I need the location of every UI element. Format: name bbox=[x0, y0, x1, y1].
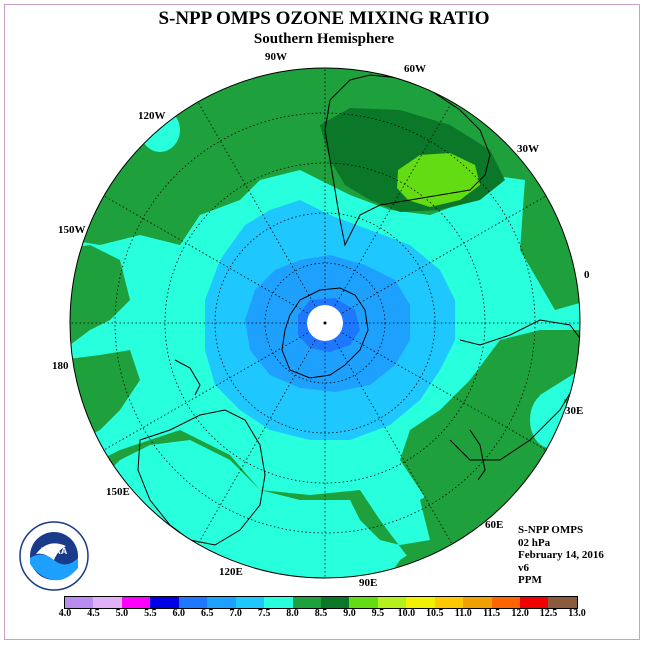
colorbar-tick-0: 4.0 bbox=[58, 608, 72, 619]
new-zealand-coast bbox=[174, 359, 201, 396]
colorbar-tick-4: 6.0 bbox=[172, 608, 186, 619]
pole-point bbox=[323, 321, 327, 325]
colorbar-tick-8: 8.0 bbox=[286, 608, 299, 619]
antarctica-coast bbox=[281, 287, 369, 379]
colorbar-tick-2: 5.0 bbox=[115, 608, 129, 619]
info-version: v6 bbox=[518, 561, 529, 574]
colorbar-swatch-2 bbox=[121, 597, 151, 608]
lon-label-90e: 90E bbox=[359, 577, 377, 589]
region-9.0-9.5 bbox=[397, 153, 480, 207]
colorbar-swatch-3 bbox=[150, 597, 179, 608]
region-8.0-8.5-north bbox=[70, 68, 580, 310]
map-subtitle: Southern Hemisphere bbox=[253, 31, 395, 47]
colorbar-swatch-17 bbox=[548, 597, 577, 608]
info-instrument: S-NPP OMPS bbox=[518, 524, 584, 536]
colorbar-swatch-12 bbox=[406, 597, 435, 608]
south-america-coast bbox=[324, 74, 491, 247]
map-boundary bbox=[69, 67, 581, 579]
colorbar-tick-6: 7.0 bbox=[229, 608, 242, 619]
colorbar-tick-10: 9.0 bbox=[343, 608, 356, 619]
colorbar-swatch-1 bbox=[93, 597, 122, 608]
noaa-logo: NOAA bbox=[19, 521, 89, 591]
lon-label-60e: 60E bbox=[485, 519, 503, 531]
madagascar-coast bbox=[469, 429, 486, 481]
colorbar-tick-12: 10.0 bbox=[397, 608, 416, 619]
colorbar-swatch-5 bbox=[207, 597, 236, 608]
colorbar-tick-13: 10.5 bbox=[426, 608, 444, 619]
africa-coast bbox=[449, 319, 580, 461]
region-8.0-8.5-west bbox=[70, 245, 130, 345]
colorbar-tick-5: 6.5 bbox=[200, 608, 214, 619]
lon-label-150e: 150E bbox=[106, 486, 130, 498]
product-info: S-NPP OMPS 02 hPa February 14, 2016 v6 P… bbox=[518, 524, 604, 587]
lon-label-180: 180 bbox=[52, 360, 69, 372]
colorbar-swatch-8 bbox=[292, 597, 321, 608]
info-units: PPM bbox=[518, 574, 542, 586]
colorbar-tick-14: 11.0 bbox=[454, 608, 472, 619]
colorbar-swatch-15 bbox=[491, 597, 520, 608]
colorbar-ticks: 4.0 4.5 5.0 5.5 6.0 6.5 7.0 7.5 8.0 8.5 9.0 9.5 10.0… bbox=[59, 608, 586, 622]
info-level: 02 hPa bbox=[518, 536, 551, 549]
colorbar-swatch-6 bbox=[235, 597, 265, 608]
info-date: February 14, 2016 bbox=[518, 549, 604, 561]
coastlines bbox=[137, 74, 580, 546]
colorbar-swatch-7 bbox=[264, 597, 293, 608]
colorbar-tick-16: 12.0 bbox=[511, 608, 529, 619]
colorbar-tick-1: 4.5 bbox=[87, 608, 100, 619]
map-title: S-NPP OMPS OZONE MIXING RATIO bbox=[158, 8, 490, 29]
colorbar-swatch-13 bbox=[434, 597, 464, 608]
lon-label-30w: 30W bbox=[517, 143, 539, 155]
colorbar-swatch-16 bbox=[520, 597, 549, 608]
colorbar-swatch-4 bbox=[178, 597, 208, 608]
lon-label-120e: 120E bbox=[219, 566, 243, 578]
colorbar-tick-18: 13.0 bbox=[568, 608, 586, 619]
colorbar bbox=[64, 596, 578, 609]
australia-coast bbox=[137, 409, 266, 546]
island-7.5-c bbox=[337, 536, 373, 560]
lon-label-150w: 150W bbox=[58, 224, 86, 236]
lon-label-120w: 120W bbox=[138, 110, 166, 122]
colorbar-swatch-10 bbox=[349, 597, 378, 608]
colorbar-tick-15: 11.5 bbox=[483, 608, 501, 619]
colorbar-swatch-14 bbox=[463, 597, 492, 608]
colorbar-swatch-9 bbox=[320, 597, 350, 608]
colorbar-swatch-11 bbox=[377, 597, 407, 608]
colorbar-tick-17: 12.5 bbox=[539, 608, 558, 619]
colorbar-swatch-0 bbox=[65, 597, 94, 608]
page-frame bbox=[4, 4, 640, 640]
lon-label-90w: 90W bbox=[265, 51, 287, 63]
lon-label-30e: 30E bbox=[565, 405, 583, 417]
lon-label-60w: 60W bbox=[404, 63, 426, 75]
noaa-logo-text: NOAA bbox=[41, 546, 68, 556]
meridians bbox=[70, 68, 580, 578]
colorbar-tick-3: 5.5 bbox=[144, 608, 157, 619]
colorbar-tick-7: 7.5 bbox=[257, 608, 271, 619]
colorbar-tick-11: 9.5 bbox=[371, 608, 385, 619]
lon-label-0: 0 bbox=[584, 269, 590, 281]
colorbar-tick-9: 8.5 bbox=[314, 608, 328, 619]
